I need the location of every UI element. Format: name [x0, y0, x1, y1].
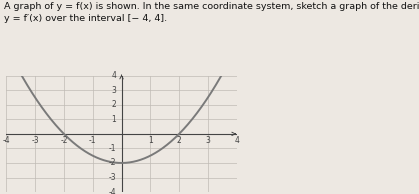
Text: 4: 4 — [111, 71, 116, 80]
Text: -1: -1 — [89, 137, 96, 146]
Text: -4: -4 — [109, 188, 116, 194]
Text: -3: -3 — [31, 137, 39, 146]
Text: A graph of y = f(x) is shown. In the same coordinate system, sketch a graph of t: A graph of y = f(x) is shown. In the sam… — [4, 2, 419, 23]
Text: 1: 1 — [111, 115, 116, 124]
Text: 4: 4 — [234, 137, 239, 146]
Text: -1: -1 — [109, 144, 116, 153]
Text: 2: 2 — [177, 137, 181, 146]
Text: -4: -4 — [3, 137, 10, 146]
Text: 1: 1 — [148, 137, 153, 146]
Text: 3: 3 — [111, 86, 116, 95]
Text: -2: -2 — [109, 158, 116, 167]
Text: -3: -3 — [109, 173, 116, 182]
Text: -2: -2 — [60, 137, 67, 146]
Text: 2: 2 — [111, 100, 116, 109]
Text: 3: 3 — [205, 137, 210, 146]
